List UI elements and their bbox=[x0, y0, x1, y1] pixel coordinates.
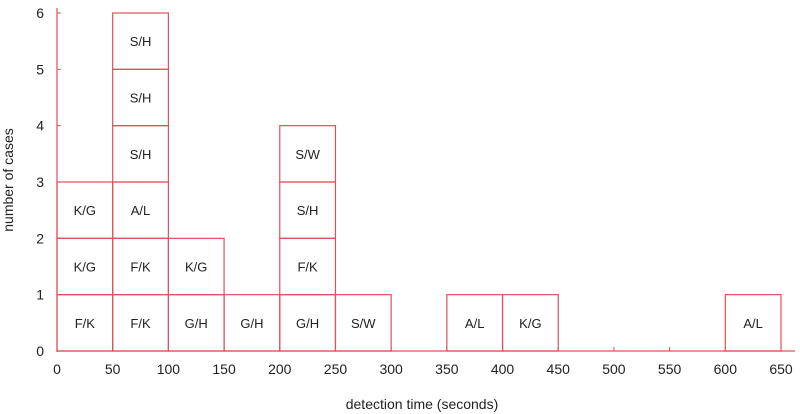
case-label: S/H bbox=[297, 203, 319, 218]
y-tick-label: 5 bbox=[36, 61, 44, 77]
x-tick-label: 150 bbox=[212, 361, 236, 377]
y-tick-label: 0 bbox=[36, 343, 44, 359]
x-axis-label: detection time (seconds) bbox=[346, 396, 499, 412]
case-label: K/G bbox=[185, 260, 207, 275]
case-label: S/W bbox=[351, 316, 376, 331]
x-tick-label: 650 bbox=[769, 361, 793, 377]
case-boxes: F/K K/G K/G F/K F/K A/L S/H S/H S/H G/H K/G G/H G/H F… bbox=[56, 12, 782, 352]
y-tick-label: 3 bbox=[36, 174, 44, 190]
tick-labels: 0 50 100 150 200 250 300 350 400 450 500 550 600 650 0… bbox=[36, 5, 793, 377]
x-tick-label: 200 bbox=[268, 361, 292, 377]
y-axis-label: number of cases bbox=[0, 128, 16, 232]
case-label: F/K bbox=[130, 260, 151, 275]
case-label: K/G bbox=[519, 316, 541, 331]
case-label: S/H bbox=[130, 91, 152, 106]
case-label: K/G bbox=[74, 260, 96, 275]
case-box bbox=[112, 12, 169, 70]
case-label: F/K bbox=[75, 316, 96, 331]
x-tick-label: 550 bbox=[658, 361, 682, 377]
y-tick-label: 6 bbox=[36, 5, 44, 21]
case-label: F/K bbox=[297, 260, 318, 275]
case-label: S/W bbox=[295, 147, 320, 162]
y-tick-label: 1 bbox=[36, 287, 44, 303]
case-label: A/L bbox=[465, 316, 485, 331]
case-label: A/L bbox=[743, 316, 763, 331]
x-tick-label: 100 bbox=[157, 361, 181, 377]
case-label: F/K bbox=[130, 316, 151, 331]
case-label: S/H bbox=[130, 147, 152, 162]
x-tick-label: 400 bbox=[491, 361, 515, 377]
case-label: G/H bbox=[185, 316, 208, 331]
case-box bbox=[167, 237, 225, 296]
x-tick-label: 500 bbox=[602, 361, 626, 377]
y-tick-label: 4 bbox=[36, 118, 44, 134]
case-box bbox=[279, 125, 337, 183]
y-tick-label: 2 bbox=[36, 230, 44, 246]
case-label: K/G bbox=[74, 203, 96, 218]
case-label: S/H bbox=[130, 34, 152, 49]
x-tick-label: 350 bbox=[435, 361, 459, 377]
x-tick-label: 300 bbox=[379, 361, 403, 377]
case-label: A/L bbox=[131, 203, 151, 218]
axes bbox=[56, 8, 795, 352]
x-tick-label: 450 bbox=[547, 361, 571, 377]
x-tick-label: 50 bbox=[105, 361, 121, 377]
case-label: G/H bbox=[240, 316, 263, 331]
x-tick-label: 600 bbox=[714, 361, 738, 377]
x-tick-label: 250 bbox=[324, 361, 348, 377]
case-label: G/H bbox=[296, 316, 319, 331]
x-tick-label: 0 bbox=[53, 361, 61, 377]
